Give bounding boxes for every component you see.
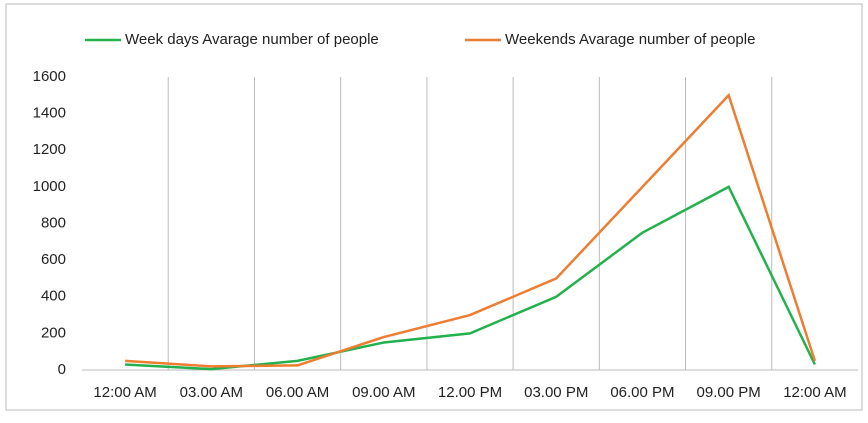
y-tick-label: 600 [41,251,66,268]
x-tick-label: 09.00 AM [352,384,415,401]
x-tick-label: 06.00 AM [266,384,329,401]
y-tick-label: 1200 [33,141,66,158]
y-tick-label: 1400 [33,105,66,122]
x-tick-label: 12:00 AM [93,384,156,401]
x-tick-label: 03.00 AM [180,384,243,401]
y-tick-label: 1000 [33,178,66,195]
y-tick-label: 200 [41,324,66,341]
x-tick-label: 03.00 PM [524,384,588,401]
legend-label: Weekends Avarage number of people [505,31,755,48]
y-tick-label: 1600 [33,68,66,85]
x-tick-label: 09.00 PM [697,384,761,401]
x-tick-label: 12:00 AM [783,384,846,401]
series-line [125,92,817,368]
y-tick-label: 400 [41,288,66,305]
x-tick-label: 12.00 PM [438,384,502,401]
chart-border [5,3,863,411]
y-tick-label: 800 [41,214,66,231]
x-tick-label: 06.00 PM [610,384,674,401]
y-tick-label: 0 [58,361,66,378]
legend-label: Week days Avarage number of people [125,31,379,48]
